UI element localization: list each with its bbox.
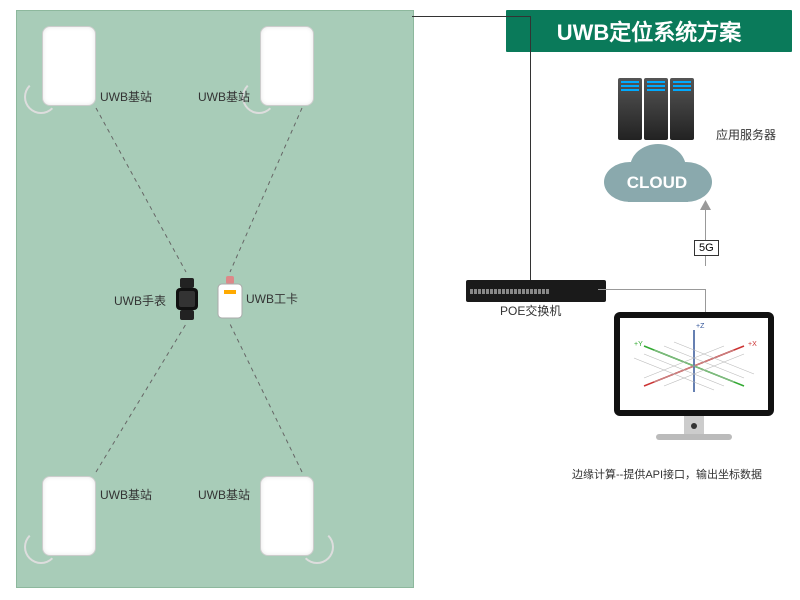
station-label: UWB基站 [100, 486, 152, 503]
uwb-station-tl: UWB基站 [42, 26, 96, 106]
uwb-station-bl: UWB基站 [42, 476, 96, 556]
uwb-watch-icon: UWB手表 [170, 278, 204, 325]
uwb-station-tr: UWB基站 [260, 26, 314, 106]
card-label: UWB工卡 [246, 290, 298, 307]
switch-label: POE交换机 [500, 302, 561, 319]
server-rack-icon [618, 78, 694, 140]
poe-switch-icon [466, 280, 606, 302]
server-label: 应用服务器 [716, 126, 776, 143]
wire-cloud [705, 206, 706, 266]
svg-text:+Z: +Z [696, 323, 705, 330]
watch-label: UWB手表 [114, 292, 166, 309]
station-label: UWB基站 [198, 88, 250, 105]
svg-text:+Y: +Y [634, 341, 643, 348]
wire-zone-top [412, 16, 530, 17]
monitor-icon: +X +Y +Z [606, 308, 782, 463]
wire-switch-right [598, 289, 706, 290]
uwb-card-icon: UWB工卡 [216, 276, 244, 325]
svg-text:CLOUD: CLOUD [627, 173, 687, 192]
wire-zone-down [530, 16, 531, 280]
badge-5g: 5G [694, 240, 719, 256]
uwb-station-br: UWB基站 [260, 476, 314, 556]
station-label: UWB基站 [100, 88, 152, 105]
diagram-canvas: UWB定位系统方案 UWB基站 UWB基站 UWB基站 UWB基站 [0, 0, 800, 600]
svg-text:+X: +X [748, 341, 757, 348]
badge-5g-text: 5G [699, 242, 714, 254]
station-label: UWB基站 [198, 486, 250, 503]
cloud-icon: CLOUD [598, 142, 716, 209]
monitor-label: 边缘计算--提供API接口，输出坐标数据 [572, 466, 762, 482]
